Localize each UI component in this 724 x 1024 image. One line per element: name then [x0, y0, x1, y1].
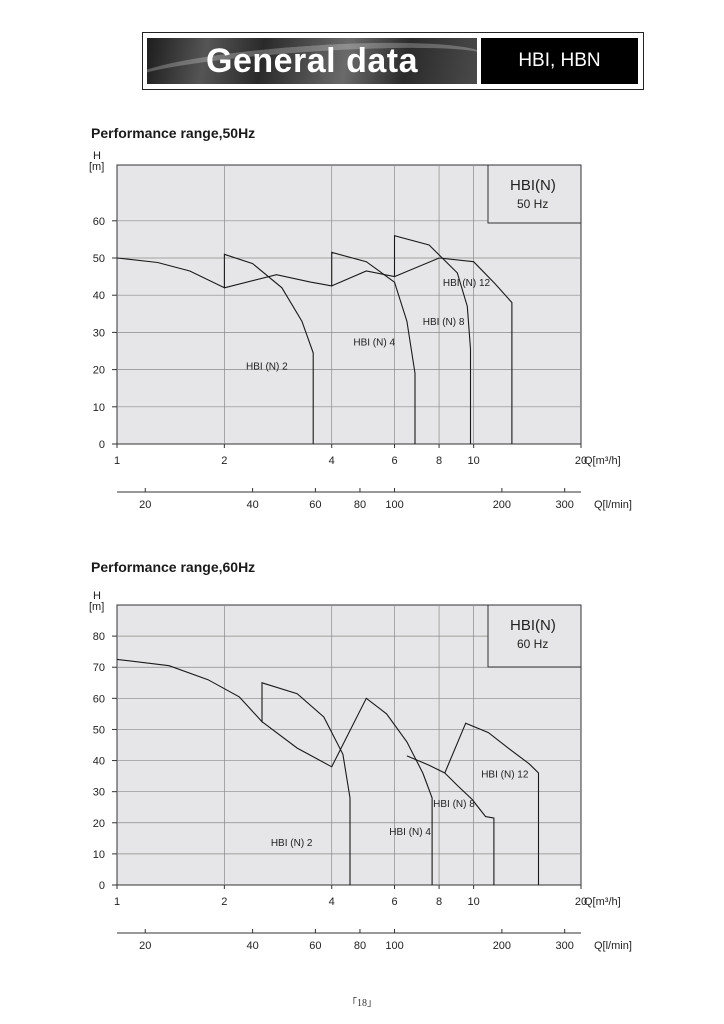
series-label-3: HBI (N) 8 [433, 799, 475, 810]
x-tick-label: 8 [436, 455, 442, 467]
y-tick-label: 30 [93, 787, 105, 799]
x2-tick-label: 60 [309, 940, 321, 952]
x-tick-label: 2 [221, 455, 227, 467]
legend-frequency: 60 Hz [517, 637, 548, 651]
y-axis-label-line: [m] [89, 601, 104, 613]
x2-tick-label: 200 [493, 940, 511, 952]
series-curve-4 [394, 257, 513, 444]
series-label-4: HBI (N) 12 [443, 278, 491, 289]
x2-tick-label: 300 [556, 499, 574, 511]
x2-tick-label: 80 [354, 940, 366, 952]
y-tick-label: 70 [93, 662, 105, 674]
secondary-axis-label: Q[l/min] [594, 499, 632, 511]
header-banner: General data [147, 38, 477, 84]
y-tick-label: 60 [93, 216, 105, 228]
x-tick-label: 10 [468, 455, 480, 467]
x-tick-label: 2 [221, 896, 227, 908]
secondary-axis-label: Q[l/min] [594, 940, 632, 952]
series-label-2: HBI (N) 4 [389, 827, 431, 838]
series-curve-1 [116, 658, 351, 885]
y-tick-label: 50 [93, 724, 105, 736]
series-label-1: HBI (N) 2 [271, 838, 313, 849]
y-tick-label: 60 [93, 693, 105, 705]
x-tick-label: 4 [329, 896, 335, 908]
x2-tick-label: 100 [385, 940, 403, 952]
y-axis-label-line: H [93, 590, 101, 602]
y-tick-label: 50 [93, 253, 105, 265]
x2-tick-label: 40 [246, 940, 258, 952]
y-tick-label: 40 [93, 756, 105, 768]
x-axis-label: Q[m³/h] [584, 896, 621, 908]
page-number: 「18」 [347, 998, 377, 1009]
y-axis-label-line: [m] [89, 161, 104, 173]
legend-box [487, 604, 582, 668]
y-tick-label: 0 [99, 439, 105, 451]
y-tick-label: 80 [93, 631, 105, 643]
series-curve-1 [116, 253, 314, 444]
series-curve-2 [224, 251, 416, 444]
y-tick-label: 10 [93, 849, 105, 861]
y-tick-label: 20 [93, 818, 105, 830]
series-label-3: HBI (N) 8 [423, 317, 465, 328]
series-curve-3 [331, 234, 472, 444]
x2-tick-label: 60 [309, 499, 321, 511]
y-tick-label: 10 [93, 402, 105, 414]
x2-tick-label: 20 [139, 940, 151, 952]
y-axis-label: H [m] [89, 590, 104, 613]
series-curve-2 [261, 697, 433, 885]
x-tick-label: 4 [329, 455, 335, 467]
x2-tick-label: 40 [246, 499, 258, 511]
x-tick-label: 1 [114, 896, 120, 908]
series-label-1: HBI (N) 2 [246, 362, 288, 373]
x-tick-label: 20 [575, 896, 587, 908]
header-frame [142, 32, 644, 90]
x-tick-label: 8 [436, 896, 442, 908]
x2-tick-label: 200 [493, 499, 511, 511]
legend-model: HBI(N) [510, 617, 556, 634]
y-tick-label: 40 [93, 290, 105, 302]
series-curve-4 [444, 722, 540, 885]
x-axis-label: Q[m³/h] [584, 455, 621, 467]
x-tick-label: 10 [468, 896, 480, 908]
x-tick-label: 20 [575, 455, 587, 467]
y-tick-label: 30 [93, 327, 105, 339]
x-tick-label: 6 [391, 455, 397, 467]
chart-title-50hz: Performance range,50Hz [91, 125, 256, 141]
chart-title-60hz: Performance range,60Hz [91, 559, 256, 575]
x-tick-label: 1 [114, 455, 120, 467]
x2-tick-label: 300 [556, 940, 574, 952]
y-axis-label: H [m] [89, 150, 104, 173]
series-curve-3 [406, 755, 495, 885]
x2-tick-label: 80 [354, 499, 366, 511]
series-label-2: HBI (N) 4 [353, 337, 395, 348]
x2-tick-label: 100 [385, 499, 403, 511]
series-label-4: HBI (N) 12 [481, 770, 529, 781]
y-axis-label-line: H [93, 150, 101, 162]
model-badge: HBI, HBN [481, 38, 638, 84]
y-tick-label: 20 [93, 365, 105, 377]
y-tick-label: 0 [99, 880, 105, 892]
page-title: General data [206, 42, 418, 80]
legend-model: HBI(N) [510, 177, 556, 194]
legend-frequency: 50 Hz [517, 197, 548, 211]
x-tick-label: 6 [391, 896, 397, 908]
legend-box [487, 164, 582, 224]
x2-tick-label: 20 [139, 499, 151, 511]
